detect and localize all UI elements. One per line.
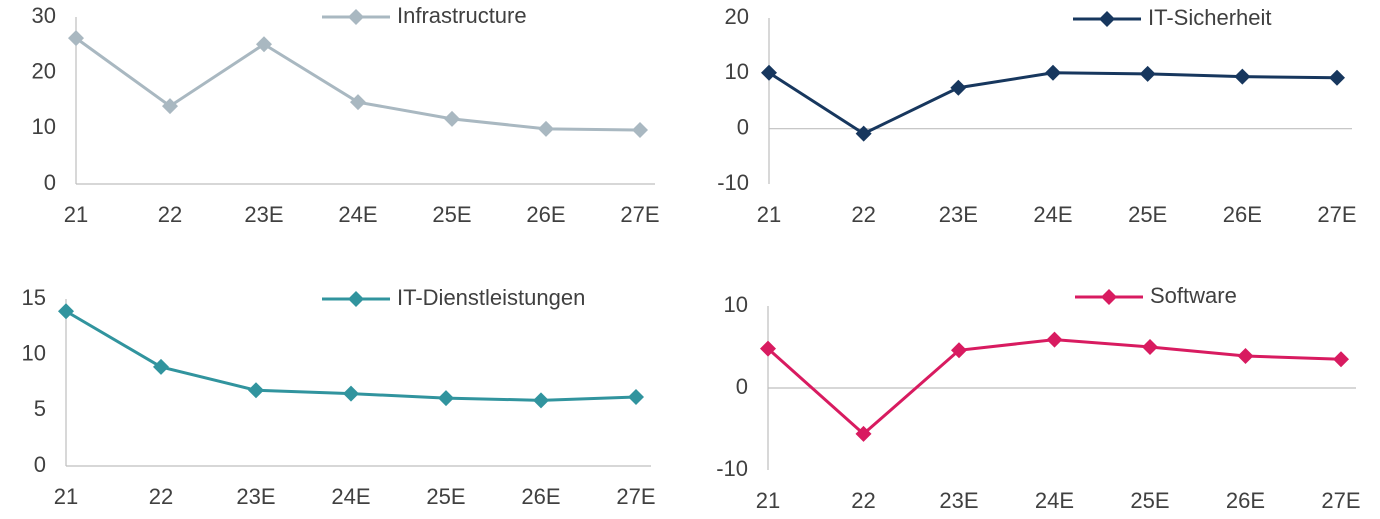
- legend-label: IT-Dienstleistungen: [397, 285, 585, 310]
- x-tick-label: 27E: [616, 484, 655, 509]
- x-tick-label: 26E: [1223, 202, 1262, 227]
- y-tick-label: -10: [717, 170, 749, 195]
- point-marker: [153, 358, 169, 375]
- point-marker: [855, 425, 872, 442]
- legend-marker: [348, 9, 364, 25]
- point-marker: [350, 94, 366, 111]
- point-marker: [950, 79, 967, 96]
- y-tick-label: 0: [34, 452, 46, 477]
- point-marker: [444, 110, 460, 127]
- series-line: [768, 71, 1338, 136]
- y-tick-label: 0: [44, 170, 56, 195]
- x-tick-label: 24E: [338, 202, 377, 227]
- x-tick-label: 21: [54, 484, 78, 509]
- y-tick-label: -10: [716, 456, 748, 481]
- point-marker: [58, 303, 74, 320]
- point-marker: [1045, 64, 1061, 81]
- point-marker: [438, 390, 454, 407]
- x-tick-label: 24E: [331, 484, 370, 509]
- x-tick-label: 23E: [244, 202, 283, 227]
- x-tick-label: 22: [158, 202, 182, 227]
- y-tick-label: 30: [32, 3, 56, 28]
- point-marker: [632, 122, 648, 139]
- x-tick-label: 27E: [1317, 202, 1356, 227]
- y-tick-label: 10: [22, 340, 46, 365]
- legend-marker: [1101, 289, 1117, 305]
- point-marker: [343, 385, 359, 402]
- point-marker: [1142, 339, 1158, 355]
- x-tick-label: 22: [851, 488, 875, 513]
- x-tick-label: 21: [64, 202, 88, 227]
- x-tick-label: 25E: [432, 202, 471, 227]
- point-marker: [68, 30, 84, 47]
- x-tick-label: 23E: [939, 202, 978, 227]
- point-marker: [760, 340, 776, 357]
- x-tick-label: 26E: [526, 202, 565, 227]
- point-marker: [951, 342, 967, 359]
- point-marker: [1333, 351, 1349, 368]
- x-tick-label: 24E: [1033, 202, 1072, 227]
- y-tick-label: 10: [32, 114, 56, 139]
- point-marker: [855, 125, 872, 142]
- y-tick-label: 5: [34, 396, 46, 421]
- x-tick-label: 24E: [1035, 488, 1074, 513]
- x-tick-label: 23E: [939, 488, 978, 513]
- x-tick-label: 25E: [1130, 488, 1169, 513]
- y-tick-label: 15: [22, 285, 46, 310]
- x-tick-label: 21: [757, 202, 781, 227]
- point-marker: [162, 98, 178, 115]
- x-tick-label: 26E: [1226, 488, 1265, 513]
- point-marker: [533, 392, 549, 409]
- point-marker: [256, 36, 272, 53]
- y-tick-label: 0: [737, 114, 749, 139]
- y-tick-label: 10: [725, 59, 749, 84]
- series-line: [75, 36, 641, 132]
- legend-label: Software: [1150, 283, 1237, 308]
- x-tick-label: 27E: [620, 202, 659, 227]
- point-marker: [1237, 348, 1254, 365]
- x-tick-label: 27E: [1321, 488, 1360, 513]
- point-marker: [538, 120, 554, 137]
- x-tick-label: 23E: [236, 484, 275, 509]
- point-marker: [761, 64, 777, 81]
- y-tick-label: 20: [725, 4, 749, 29]
- series-line: [767, 338, 1342, 436]
- legend-label: IT-Sicherheit: [1148, 5, 1272, 30]
- y-tick-label: 10: [724, 292, 748, 317]
- x-tick-label: 22: [149, 484, 173, 509]
- point-marker: [1139, 65, 1156, 82]
- legend-marker: [348, 291, 364, 307]
- legend-label: Infrastructure: [397, 3, 527, 28]
- point-marker: [1234, 68, 1251, 85]
- point-marker: [248, 382, 264, 399]
- point-marker: [1329, 69, 1345, 86]
- x-tick-label: 25E: [1128, 202, 1167, 227]
- x-tick-label: 22: [851, 202, 875, 227]
- legend-marker: [1099, 11, 1115, 27]
- x-tick-label: 26E: [521, 484, 560, 509]
- point-marker: [628, 388, 644, 405]
- y-tick-label: 20: [32, 58, 56, 83]
- x-tick-label: 21: [756, 488, 780, 513]
- y-tick-label: 0: [736, 374, 748, 399]
- point-marker: [1046, 331, 1063, 348]
- x-tick-label: 25E: [426, 484, 465, 509]
